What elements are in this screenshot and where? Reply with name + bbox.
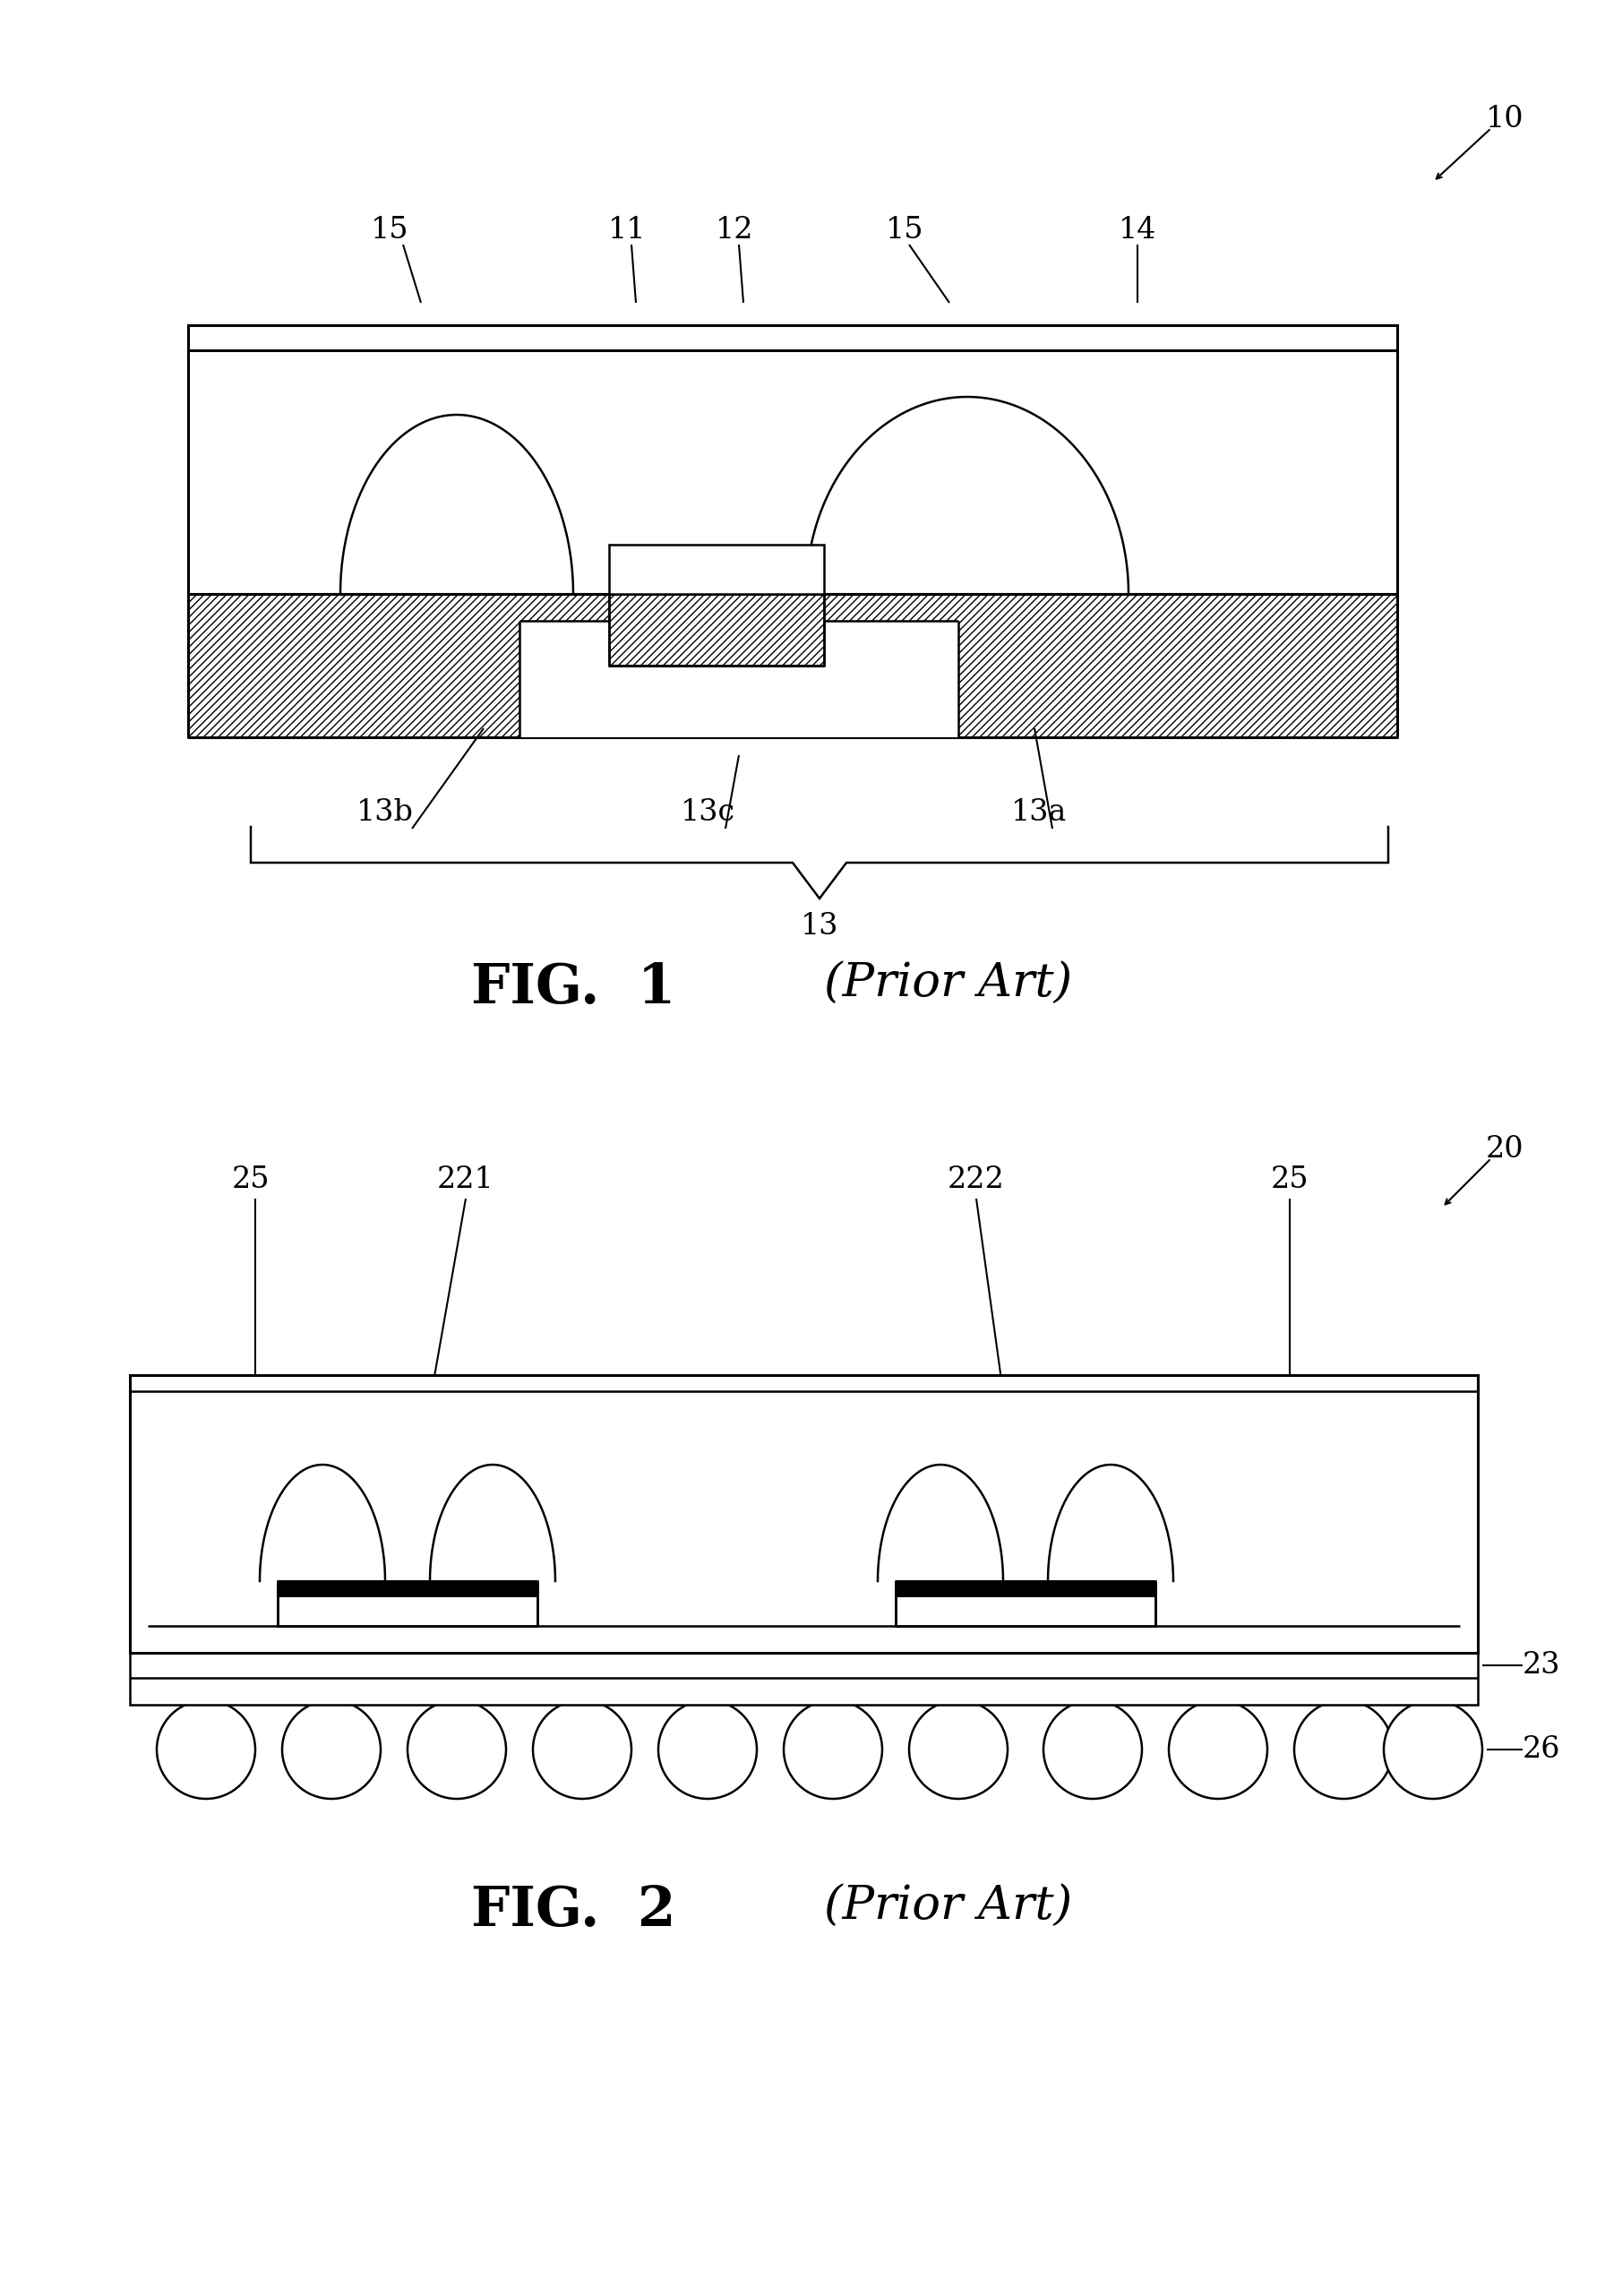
Text: 13a: 13a (1011, 799, 1067, 827)
Circle shape (282, 1701, 380, 1798)
Bar (896, 1582, 1156, 1626)
Bar (608, 595, 823, 666)
Text: 14: 14 (1119, 216, 1157, 246)
Circle shape (533, 1701, 631, 1798)
Circle shape (1168, 1701, 1268, 1798)
Text: 13b: 13b (356, 799, 414, 827)
Text: 13: 13 (801, 912, 838, 941)
Circle shape (658, 1701, 758, 1798)
Bar (278, 1582, 538, 1598)
Bar (130, 1375, 1478, 1653)
Text: 13c: 13c (681, 799, 735, 827)
Circle shape (157, 1701, 255, 1798)
Text: FIG.  1: FIG. 1 (470, 962, 676, 1015)
Text: 12: 12 (716, 216, 753, 246)
Bar (608, 544, 823, 595)
Bar (520, 620, 958, 737)
Circle shape (408, 1701, 506, 1798)
Text: 11: 11 (608, 216, 645, 246)
Circle shape (1384, 1701, 1483, 1798)
Text: 222: 222 (947, 1166, 1005, 1194)
Circle shape (783, 1701, 883, 1798)
Circle shape (1294, 1701, 1393, 1798)
Text: 15: 15 (371, 216, 409, 246)
Text: 25: 25 (1271, 1166, 1308, 1194)
Text: 26: 26 (1523, 1736, 1560, 1763)
Circle shape (1043, 1701, 1141, 1798)
Bar (896, 1582, 1156, 1598)
Bar (188, 326, 1398, 351)
Text: (Prior Art): (Prior Art) (823, 1885, 1072, 1929)
Bar (188, 595, 1398, 737)
Text: 10: 10 (1486, 106, 1523, 133)
Bar (278, 1582, 538, 1626)
Text: 23: 23 (1523, 1651, 1560, 1681)
Text: FIG.  2: FIG. 2 (470, 1885, 676, 1938)
Text: (Prior Art): (Prior Art) (823, 962, 1072, 1008)
Bar (130, 1653, 1478, 1704)
Text: 221: 221 (437, 1166, 494, 1194)
Circle shape (908, 1701, 1008, 1798)
Text: 25: 25 (231, 1166, 270, 1194)
Text: 20: 20 (1486, 1134, 1523, 1164)
Text: 15: 15 (886, 216, 924, 246)
